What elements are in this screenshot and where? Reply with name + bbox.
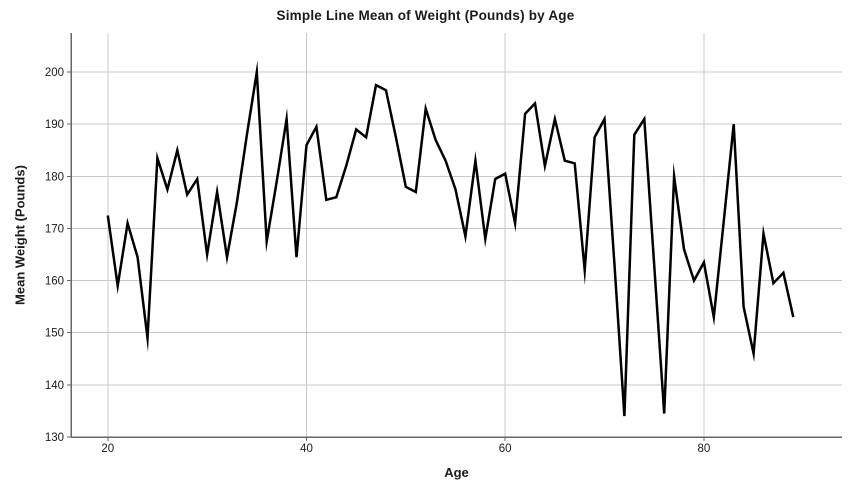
y-tick-label: 170 [45, 223, 64, 235]
chart-title: Simple Line Mean of Weight (Pounds) by A… [276, 8, 575, 23]
y-tick-label: 140 [45, 380, 64, 392]
y-tick-label: 200 [45, 67, 64, 79]
y-tick-label: 150 [45, 328, 64, 340]
x-tick-label: 60 [499, 443, 512, 455]
x-tick-label: 40 [300, 443, 313, 455]
mean-weight-line [106, 60, 795, 417]
y-tick-label: 160 [45, 276, 64, 288]
y-tick-label: 180 [45, 171, 64, 183]
x-tick-label: 80 [697, 443, 710, 455]
x-axis-title: Age [444, 465, 469, 480]
y-tick-label: 130 [45, 432, 64, 444]
gridlines [71, 33, 842, 438]
y-tick-label: 190 [45, 119, 64, 131]
x-tick-label: 20 [101, 443, 114, 455]
axes [67, 33, 842, 441]
data-series [106, 60, 795, 417]
tick-labels: 130 140 150 160 170 180 190 200 20 40 60 80 [45, 67, 710, 455]
